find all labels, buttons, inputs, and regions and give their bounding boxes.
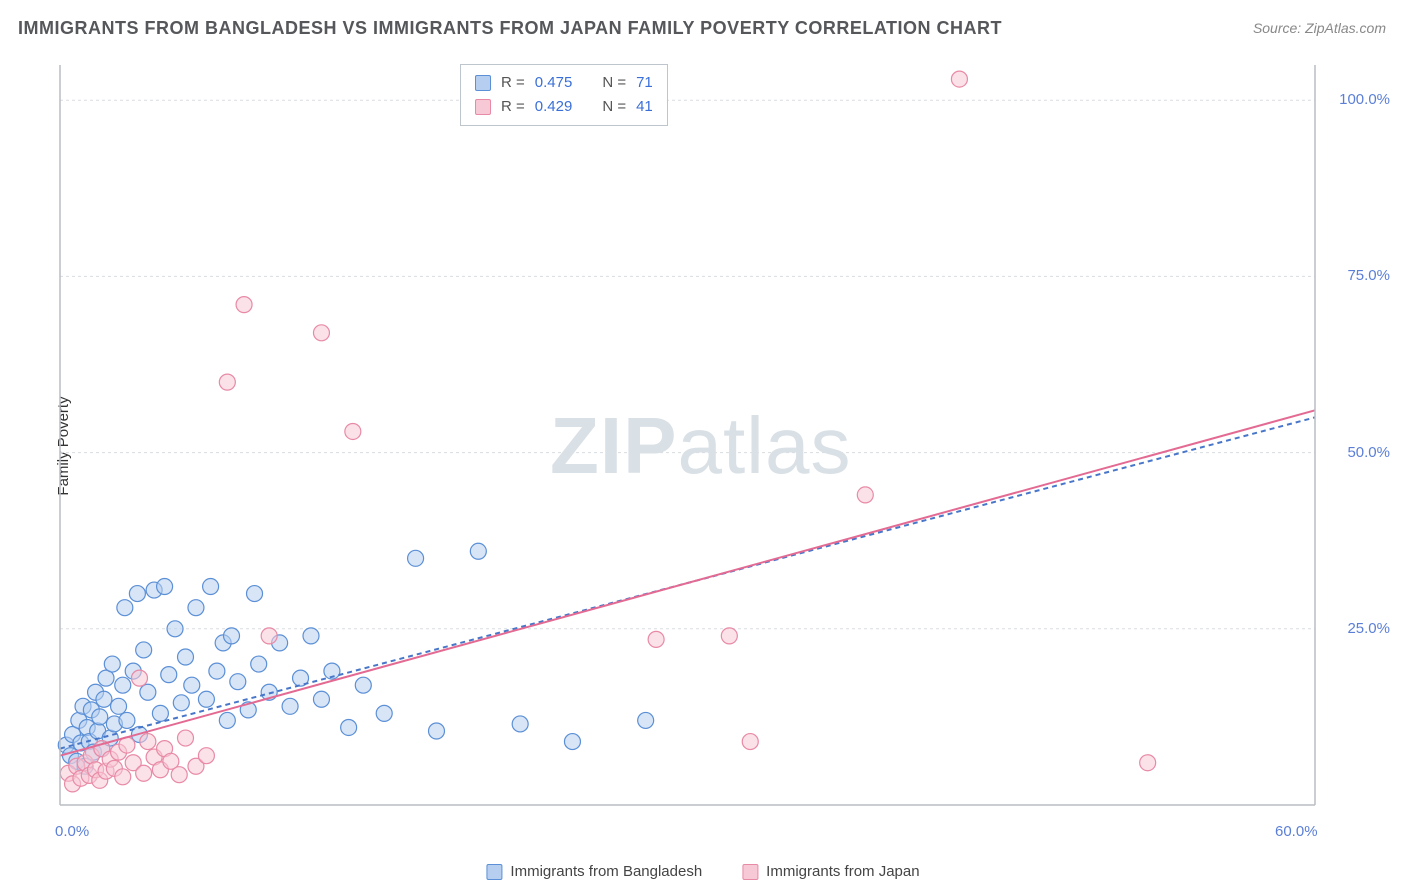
chart-title: IMMIGRANTS FROM BANGLADESH VS IMMIGRANTS…	[18, 18, 1002, 39]
swatch-japan	[475, 99, 491, 115]
legend-item-japan: Immigrants from Japan	[742, 863, 919, 880]
y-tick-label: 75.0%	[1347, 267, 1390, 284]
stats-legend-box: R = 0.475 N = 71 R = 0.429 N = 41	[460, 64, 668, 126]
swatch-japan	[742, 864, 758, 880]
r-label: R =	[501, 95, 525, 119]
x-tick-label: 0.0%	[55, 823, 89, 840]
swatch-bangladesh	[475, 75, 491, 91]
n-value-japan: 41	[636, 95, 653, 119]
x-tick-label: 60.0%	[1275, 823, 1318, 840]
scatter-plot-svg	[50, 60, 1330, 820]
r-value-bangladesh: 0.475	[535, 71, 573, 95]
legend-item-bangladesh: Immigrants from Bangladesh	[486, 863, 702, 880]
y-tick-label: 25.0%	[1347, 620, 1390, 637]
n-value-bangladesh: 71	[636, 71, 653, 95]
source-attribution: Source: ZipAtlas.com	[1253, 20, 1386, 36]
n-label: N =	[602, 95, 626, 119]
stats-row-japan: R = 0.429 N = 41	[475, 95, 653, 119]
y-tick-label: 50.0%	[1347, 444, 1390, 461]
legend-label-bangladesh: Immigrants from Bangladesh	[510, 863, 702, 880]
n-label: N =	[602, 71, 626, 95]
chart-area: ZIPatlas R = 0.475 N = 71 R = 0.429 N = …	[50, 60, 1330, 820]
legend-label-japan: Immigrants from Japan	[766, 863, 919, 880]
r-label: R =	[501, 71, 525, 95]
bottom-legend: Immigrants from Bangladesh Immigrants fr…	[486, 863, 919, 880]
stats-row-bangladesh: R = 0.475 N = 71	[475, 71, 653, 95]
swatch-bangladesh	[486, 864, 502, 880]
y-tick-label: 100.0%	[1339, 91, 1390, 108]
r-value-japan: 0.429	[535, 95, 573, 119]
